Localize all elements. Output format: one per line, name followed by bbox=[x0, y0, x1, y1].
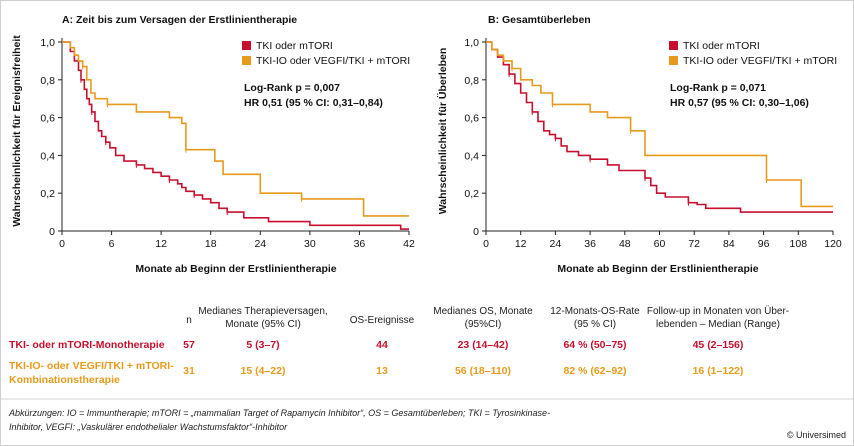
y-tick-label: 0,4 bbox=[464, 150, 479, 162]
panel-a-ylabel: Wahrscheinlichkeit für Ereignisfreiheit bbox=[11, 35, 23, 227]
x-tick-label: 12 bbox=[155, 238, 167, 250]
y-tick-label: 1,0 bbox=[40, 37, 55, 49]
panel-a-hr: HR 0,51 (95 % CI: 0,31–0,84) bbox=[244, 97, 383, 109]
table-header: (95 % CI) bbox=[574, 319, 616, 330]
panel-b: B: Gesamtüberleben Wahrscheinlichkeit fü… bbox=[436, 14, 842, 275]
summary-table: n Medianes Therapieversagen, Monate (95%… bbox=[9, 305, 789, 386]
y-tick-label: 0,4 bbox=[40, 150, 55, 162]
table-header: (95%CI) bbox=[465, 319, 502, 330]
legend-label: TKI-IO oder VEGFI/TKI + mTORI bbox=[256, 55, 410, 67]
copyright: © Universimed bbox=[787, 430, 846, 440]
table-row-label: Kombinationstherapie bbox=[9, 374, 120, 386]
y-tick-label: 1,0 bbox=[464, 37, 479, 49]
legend-swatch-orange bbox=[242, 56, 251, 65]
table-cell: 57 bbox=[183, 339, 195, 351]
x-tick-label: 108 bbox=[790, 238, 808, 250]
x-tick-label: 60 bbox=[654, 238, 666, 250]
x-tick-label: 12 bbox=[515, 238, 527, 250]
panel-b-ylabel: Wahrscheinlichkeit für Überleben bbox=[436, 48, 449, 214]
table-cell: 56 (18–110) bbox=[455, 365, 511, 377]
footnote-line: Abkürzungen: IO = Immuntherapie; mTORI =… bbox=[8, 408, 550, 418]
panel-a-xlabel: Monate ab Beginn der Erstlinientherapie bbox=[135, 263, 336, 275]
table-cell: 5 (3–7) bbox=[246, 339, 279, 351]
series-line-tki-mtori bbox=[62, 41, 409, 230]
panel-a-logrank: Log-Rank p = 0,007 bbox=[244, 82, 340, 94]
panel-a: A: Zeit bis zum Versagen der Erstlinient… bbox=[11, 14, 415, 275]
legend-swatch-red bbox=[242, 41, 251, 50]
x-tick-label: 42 bbox=[403, 238, 415, 250]
panel-a-curves bbox=[62, 41, 409, 230]
x-tick-label: 24 bbox=[254, 238, 266, 250]
x-tick-label: 84 bbox=[723, 238, 735, 250]
table-cell: 16 (1–122) bbox=[693, 365, 744, 377]
legend-label: TKI oder mTORI bbox=[256, 40, 333, 52]
legend-label: TKI-IO oder VEGFI/TKI + mTORI bbox=[683, 55, 837, 67]
panel-b-title: B: Gesamtüberleben bbox=[488, 14, 591, 26]
table-header: 12-Monats-OS-Rate bbox=[550, 306, 640, 317]
table-header: OS-Ereignisse bbox=[350, 315, 415, 326]
table-header: Follow-up in Monaten von Über- bbox=[647, 305, 789, 317]
panel-b-axes: 0 0,2 0,4 0,6 0,8 1,0 0 12 24 36 48 60 72 84 96 108 120 bbox=[464, 37, 842, 250]
y-tick-label: 0,2 bbox=[40, 188, 55, 200]
panel-a-title: A: Zeit bis zum Versagen der Erstlinient… bbox=[62, 14, 297, 26]
series-line-tki-io-combination bbox=[486, 41, 833, 208]
x-tick-label: 24 bbox=[550, 238, 562, 250]
table-header-n: n bbox=[186, 315, 192, 326]
table-cell: 82 % (62–92) bbox=[563, 365, 626, 377]
y-tick-label: 0,6 bbox=[464, 113, 479, 125]
legend-swatch-orange bbox=[669, 56, 678, 65]
panel-b-logrank: Log-Rank p = 0,071 bbox=[670, 82, 766, 94]
x-tick-label: 36 bbox=[584, 238, 596, 250]
series-line-tki-mtori bbox=[486, 41, 833, 213]
table-row-label: TKI- oder mTORI-Monotherapie bbox=[9, 339, 165, 351]
series-line-tki-io-combination bbox=[62, 41, 409, 217]
y-tick-label: 0,8 bbox=[40, 75, 55, 87]
y-tick-label: 0,8 bbox=[464, 75, 479, 87]
x-tick-label: 36 bbox=[354, 238, 366, 250]
x-tick-label: 6 bbox=[109, 238, 115, 250]
x-tick-label: 96 bbox=[758, 238, 770, 250]
x-tick-label: 0 bbox=[59, 238, 65, 250]
y-tick-label: 0 bbox=[49, 226, 55, 238]
table-header: Medianes Therapieversagen, bbox=[198, 306, 327, 317]
panel-b-hr: HR 0,57 (95 % CI: 0,30–1,06) bbox=[670, 97, 809, 109]
x-tick-label: 30 bbox=[304, 238, 316, 250]
table-cell: 15 (4–22) bbox=[241, 365, 286, 377]
y-tick-label: 0 bbox=[473, 226, 479, 238]
x-tick-label: 72 bbox=[688, 238, 700, 250]
table-cell: 13 bbox=[376, 365, 388, 377]
y-tick-label: 0,6 bbox=[40, 113, 55, 125]
panel-a-axes: 0 0,2 0,4 0,6 0,8 1,0 0 6 12 18 24 30 36 42 bbox=[40, 37, 415, 250]
panel-b-legend: TKI oder mTORI TKI-IO oder VEGFI/TKI + m… bbox=[669, 40, 837, 67]
table-cell: 45 (2–156) bbox=[693, 339, 744, 351]
table-cell: 31 bbox=[183, 365, 195, 377]
table-header: Medianes OS, Monate bbox=[433, 306, 533, 317]
x-tick-label: 18 bbox=[205, 238, 217, 250]
table-cell: 23 (14–42) bbox=[458, 339, 509, 351]
footnote-line: Inhibitor, VEGFI: „Vaskulärer endothelia… bbox=[9, 422, 288, 432]
x-tick-label: 48 bbox=[619, 238, 631, 250]
y-tick-label: 0,2 bbox=[464, 188, 479, 200]
legend-label: TKI oder mTORI bbox=[683, 40, 760, 52]
table-cell: 44 bbox=[376, 339, 388, 351]
table-cell: 64 % (50–75) bbox=[563, 339, 626, 351]
x-tick-label: 0 bbox=[483, 238, 489, 250]
panel-b-curves bbox=[486, 41, 833, 213]
x-tick-label: 120 bbox=[824, 238, 842, 250]
legend-swatch-red bbox=[669, 41, 678, 50]
table-row-label: TKI-IO- oder VEGFI/TKI + mTORI- bbox=[9, 360, 174, 372]
table-header: Monate (95% CI) bbox=[225, 319, 301, 330]
table-header: lebenden – Median (Range) bbox=[656, 319, 780, 330]
panel-a-legend: TKI oder mTORI TKI-IO oder VEGFI/TKI + m… bbox=[242, 40, 410, 67]
panel-b-xlabel: Monate ab Beginn der Erstlinientherapie bbox=[557, 263, 758, 275]
